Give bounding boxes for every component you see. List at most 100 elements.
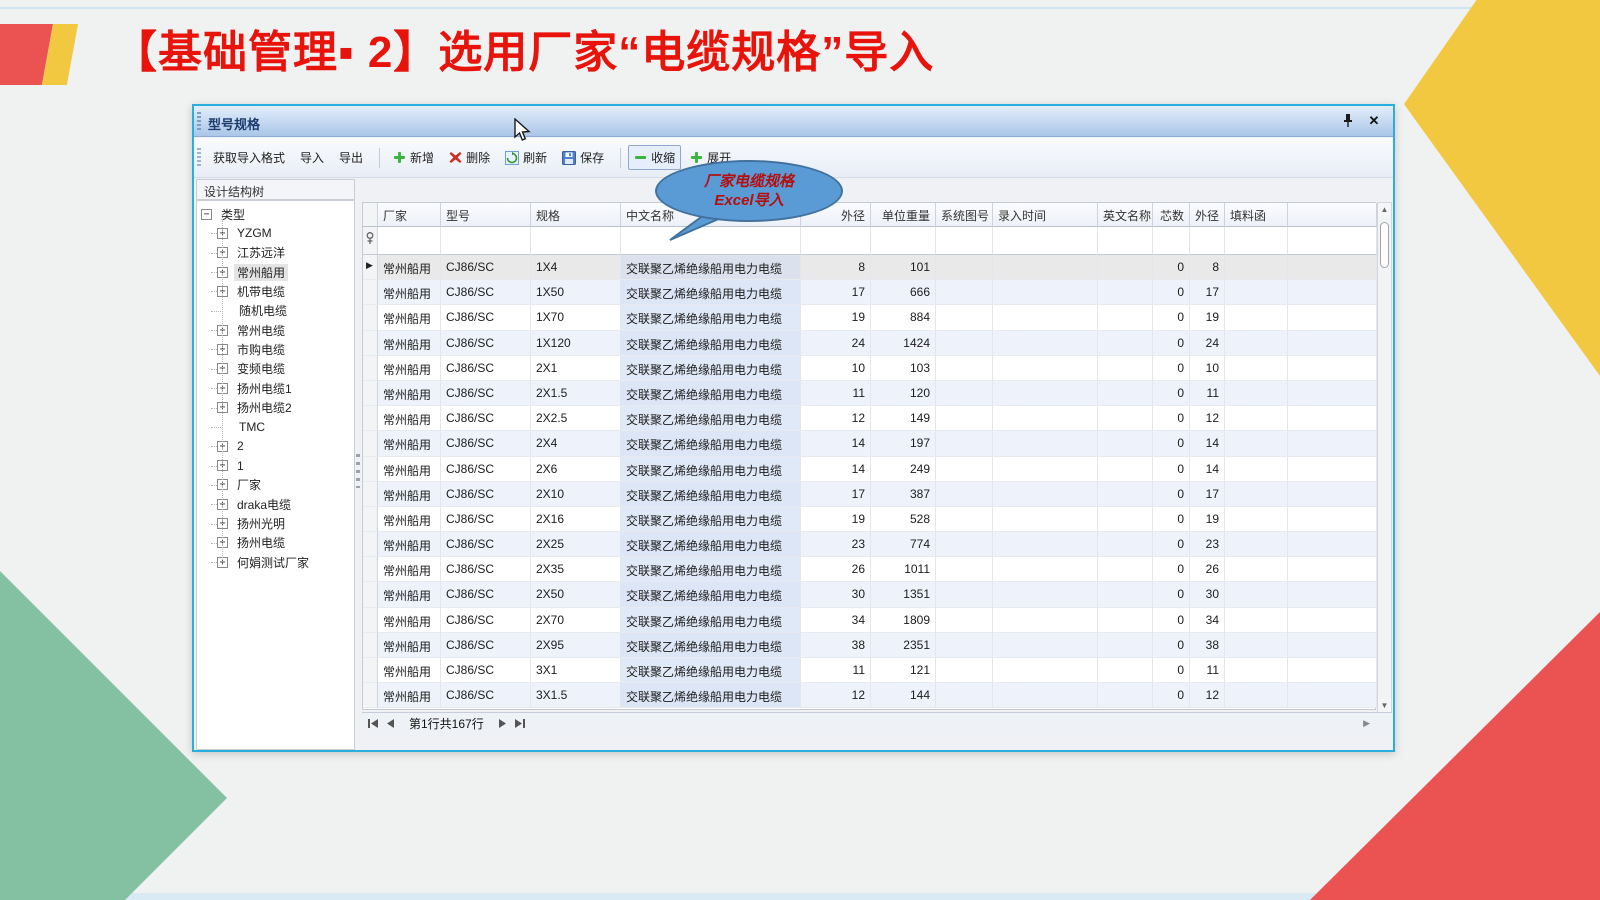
table-cell[interactable]: 197: [871, 431, 936, 457]
table-row[interactable]: 常州船用 CJ86/SC 2X50 交联聚乙烯绝缘船用电力电缆 30 1351 0 30: [363, 582, 1377, 608]
table-row[interactable]: 常州船用 CJ86/SC 2X35 交联聚乙烯绝缘船用电力电缆 26 1011 0 26: [363, 557, 1377, 583]
table-row[interactable]: 常州船用 CJ86/SC 2X1 交联聚乙烯绝缘船用电力电缆 10 103 0 10: [363, 355, 1377, 381]
table-cell[interactable]: 19: [1190, 305, 1225, 331]
tree-item-label[interactable]: 2: [237, 439, 244, 454]
table-cell[interactable]: 30: [1190, 582, 1225, 608]
tree-item[interactable]: + 常州电缆: [217, 321, 288, 339]
table-cell[interactable]: [1098, 255, 1153, 281]
table-cell[interactable]: [993, 355, 1098, 381]
table-cell[interactable]: [1288, 305, 1377, 331]
table-cell[interactable]: 交联聚乙烯绝缘船用电力电缆: [621, 380, 801, 407]
table-cell[interactable]: [1288, 506, 1377, 533]
table-cell[interactable]: 2X50: [531, 582, 621, 608]
table-cell[interactable]: 0: [1153, 582, 1190, 608]
table-cell[interactable]: [993, 305, 1098, 331]
first-row-button[interactable]: [368, 718, 379, 728]
table-cell[interactable]: [1225, 557, 1288, 583]
table-cell[interactable]: CJ86/SC: [441, 255, 531, 281]
table-cell[interactable]: CJ86/SC: [441, 607, 531, 633]
table-cell[interactable]: 交联聚乙烯绝缘船用电力电缆: [621, 456, 801, 482]
table-cell[interactable]: [1098, 406, 1153, 432]
column-header[interactable]: 外径: [801, 203, 871, 227]
table-cell[interactable]: 0: [1153, 330, 1190, 356]
add-button[interactable]: 新增: [387, 145, 440, 170]
table-cell[interactable]: [1225, 431, 1288, 457]
table-cell[interactable]: 149: [871, 406, 936, 432]
table-cell[interactable]: [1225, 380, 1288, 407]
tree-item[interactable]: + YZGM: [217, 224, 275, 242]
table-cell[interactable]: [1288, 431, 1377, 457]
table-cell[interactable]: [993, 658, 1098, 684]
delete-button[interactable]: 删除: [443, 145, 496, 170]
filter-cell[interactable]: [378, 227, 441, 255]
table-cell[interactable]: 23: [801, 532, 871, 558]
table-cell[interactable]: 1X4: [531, 255, 621, 281]
table-row[interactable]: 常州船用 CJ86/SC 2X4 交联聚乙烯绝缘船用电力电缆 14 197 0 14: [363, 431, 1377, 457]
table-cell[interactable]: [1288, 380, 1377, 407]
column-header[interactable]: 型号: [441, 203, 531, 227]
table-cell[interactable]: [993, 380, 1098, 407]
tree-item-label[interactable]: 扬州电缆: [237, 536, 286, 551]
table-cell[interactable]: [936, 305, 993, 331]
table-cell[interactable]: 常州船用: [378, 481, 441, 507]
table-row[interactable]: 常州船用 CJ86/SC 3X1 交联聚乙烯绝缘船用电力电缆 11 121 0 11: [363, 658, 1377, 684]
table-cell[interactable]: 19: [801, 506, 871, 533]
table-cell[interactable]: 交联聚乙烯绝缘船用电力电缆: [621, 481, 801, 507]
table-cell[interactable]: 常州船用: [378, 280, 441, 306]
table-cell[interactable]: [1098, 532, 1153, 558]
table-cell[interactable]: [993, 431, 1098, 457]
table-cell[interactable]: [1288, 280, 1377, 306]
table-cell[interactable]: [936, 355, 993, 381]
get-import-format-button[interactable]: 获取导入格式: [213, 151, 286, 165]
table-cell[interactable]: 交联聚乙烯绝缘船用电力电缆: [621, 532, 801, 558]
table-cell[interactable]: 0: [1153, 431, 1190, 457]
tree-item[interactable]: + 扬州电缆1: [217, 379, 295, 397]
table-cell[interactable]: 34: [1190, 607, 1225, 633]
table-cell[interactable]: 26: [1190, 557, 1225, 583]
table-cell[interactable]: 8: [801, 255, 871, 281]
table-cell[interactable]: 24: [1190, 330, 1225, 356]
scroll-down-icon[interactable]: ▼: [1378, 699, 1391, 713]
table-cell[interactable]: [1225, 406, 1288, 432]
table-cell[interactable]: [993, 532, 1098, 558]
table-row[interactable]: 常州船用 CJ86/SC 2X2.5 交联聚乙烯绝缘船用电力电缆 12 149 0 12: [363, 406, 1377, 432]
table-cell[interactable]: 8: [1190, 255, 1225, 281]
table-cell[interactable]: 666: [871, 280, 936, 306]
hscroll-right-icon[interactable]: ▶: [1363, 718, 1370, 728]
filter-cell[interactable]: [621, 227, 801, 255]
scroll-up-icon[interactable]: ▲: [1378, 203, 1391, 217]
table-cell[interactable]: 交联聚乙烯绝缘船用电力电缆: [621, 506, 801, 533]
table-cell[interactable]: 14: [801, 431, 871, 457]
table-cell[interactable]: [993, 406, 1098, 432]
table-row[interactable]: 常州船用 CJ86/SC 1X50 交联聚乙烯绝缘船用电力电缆 17 666 0 17: [363, 280, 1377, 306]
tree-item[interactable]: + 市购电缆: [217, 340, 288, 358]
import-button[interactable]: 导入: [300, 151, 325, 165]
table-cell[interactable]: [1225, 607, 1288, 633]
table-cell[interactable]: [1098, 607, 1153, 633]
table-cell[interactable]: 0: [1153, 355, 1190, 381]
table-cell[interactable]: [993, 632, 1098, 658]
next-row-button[interactable]: [498, 718, 506, 728]
table-cell[interactable]: 19: [801, 305, 871, 331]
scrollbar-thumb[interactable]: [1380, 222, 1389, 268]
table-cell[interactable]: 1X50: [531, 280, 621, 306]
tree-item-label[interactable]: 市购电缆: [237, 342, 286, 357]
table-cell[interactable]: 0: [1153, 532, 1190, 558]
table-cell[interactable]: [1288, 582, 1377, 608]
table-cell[interactable]: [1288, 683, 1377, 709]
table-cell[interactable]: [1225, 456, 1288, 482]
table-cell[interactable]: 17: [801, 481, 871, 507]
table-cell[interactable]: [1098, 582, 1153, 608]
table-cell[interactable]: 11: [1190, 380, 1225, 407]
prev-row-button[interactable]: [387, 718, 395, 728]
table-cell[interactable]: 0: [1153, 280, 1190, 306]
table-cell[interactable]: 14: [801, 456, 871, 482]
table-cell[interactable]: [1098, 280, 1153, 306]
tree-item[interactable]: − 类型: [201, 205, 248, 223]
table-cell[interactable]: 交联聚乙烯绝缘船用电力电缆: [621, 431, 801, 457]
table-cell[interactable]: [1225, 255, 1288, 281]
table-cell[interactable]: 0: [1153, 305, 1190, 331]
table-cell[interactable]: 3X1: [531, 658, 621, 684]
filter-cell[interactable]: [1153, 227, 1190, 255]
column-header[interactable]: 厂家: [378, 203, 441, 227]
